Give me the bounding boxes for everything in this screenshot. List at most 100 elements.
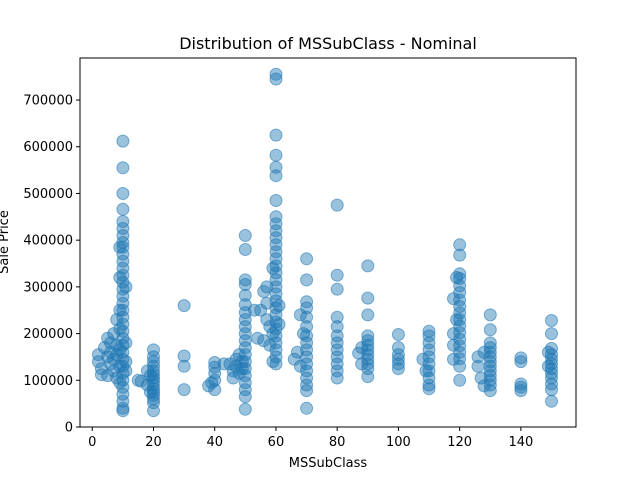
data-point-104: [238, 229, 252, 242]
data-point-212: [361, 352, 375, 366]
data-points: [91, 67, 558, 418]
data-point-53: [116, 380, 130, 394]
data-point-42: [116, 303, 130, 317]
data-point-272: [483, 369, 497, 383]
data-point-91: [208, 366, 222, 380]
data-point-263: [483, 308, 497, 322]
data-point-35: [116, 254, 130, 268]
data-point-273: [483, 373, 497, 387]
data-point-113: [238, 327, 252, 341]
data-point-223: [419, 364, 433, 378]
data-point-139: [269, 128, 283, 142]
data-point-227: [422, 343, 436, 357]
data-point-178: [300, 320, 314, 334]
data-point-76: [147, 378, 160, 392]
data-point-207: [361, 329, 375, 343]
y-tick-label-300000: 300000: [23, 280, 73, 295]
data-point-216: [391, 328, 405, 341]
data-point-106: [238, 273, 252, 287]
data-point-277: [514, 355, 528, 369]
data-point-83: [177, 299, 191, 313]
data-point-231: [422, 371, 436, 385]
data-point-183: [300, 357, 314, 371]
data-point-116: [238, 348, 252, 362]
data-point-144: [269, 210, 283, 224]
data-point-142: [269, 169, 283, 183]
data-point-276: [514, 351, 528, 365]
data-point-60: [119, 280, 133, 294]
data-point-33: [116, 240, 130, 254]
data-point-181: [300, 343, 314, 357]
data-point-243: [453, 272, 467, 285]
data-point-163: [269, 343, 283, 357]
data-point-257: [453, 373, 467, 387]
data-point-123: [238, 402, 252, 416]
data-point-279: [514, 380, 528, 394]
data-point-182: [300, 350, 314, 364]
data-point-149: [269, 245, 283, 259]
data-point-220: [391, 357, 405, 371]
data-point-78: [147, 385, 160, 399]
data-point-286: [545, 348, 558, 362]
data-point-117: [238, 355, 252, 369]
data-point-173: [300, 252, 314, 266]
data-point-151: [269, 259, 283, 273]
data-point-58: [119, 336, 133, 350]
data-point-265: [483, 336, 497, 350]
data-point-290: [545, 366, 558, 380]
x-tick-label-120: 120: [447, 435, 472, 450]
x-tick-label-100: 100: [386, 435, 411, 450]
data-point-268: [483, 350, 497, 364]
data-point-189: [330, 198, 344, 212]
data-point-188: [300, 401, 314, 415]
data-point-164: [269, 350, 283, 364]
y-tick-label-400000: 400000: [23, 234, 73, 249]
data-point-72: [147, 364, 160, 378]
data-point-213: [361, 357, 375, 371]
data-point-30: [116, 222, 130, 235]
data-point-143: [269, 194, 283, 207]
data-point-241: [453, 248, 467, 262]
data-point-174: [300, 273, 314, 287]
data-point-162: [269, 336, 283, 350]
data-point-206: [361, 308, 375, 322]
data-point-240: [453, 238, 467, 252]
plot-frame: [79, 57, 577, 428]
data-point-150: [269, 252, 283, 266]
data-point-204: [361, 259, 375, 273]
data-point-278: [514, 377, 528, 391]
data-point-43: [116, 310, 130, 324]
data-point-176: [300, 301, 314, 315]
data-point-27: [116, 187, 130, 200]
data-point-120: [238, 376, 252, 390]
data-point-108: [238, 288, 252, 302]
data-point-154: [269, 280, 283, 294]
data-point-112: [238, 320, 252, 334]
data-point-221: [391, 362, 405, 376]
data-point-219: [391, 352, 405, 366]
data-point-57: [116, 404, 130, 418]
data-point-138: [269, 72, 283, 86]
data-point-79: [147, 388, 160, 402]
data-point-269: [483, 355, 497, 369]
y-axis-label: Sale Price: [0, 210, 12, 274]
data-point-29: [116, 215, 130, 228]
data-point-192: [330, 310, 344, 324]
data-point-179: [300, 329, 314, 343]
data-point-270: [483, 359, 497, 373]
data-point-85: [177, 359, 191, 373]
data-point-84: [177, 349, 191, 363]
data-point-267: [483, 345, 497, 359]
axes: [79, 57, 577, 428]
data-point-294: [545, 394, 558, 408]
data-point-226: [422, 336, 436, 350]
data-point-184: [300, 364, 314, 378]
y-tick-label-700000: 700000: [23, 94, 73, 109]
data-point-122: [238, 390, 252, 404]
data-point-180: [300, 336, 314, 350]
data-point-288: [545, 357, 558, 371]
data-point-19: [113, 303, 127, 317]
data-point-185: [300, 371, 314, 385]
data-point-55: [116, 394, 130, 408]
